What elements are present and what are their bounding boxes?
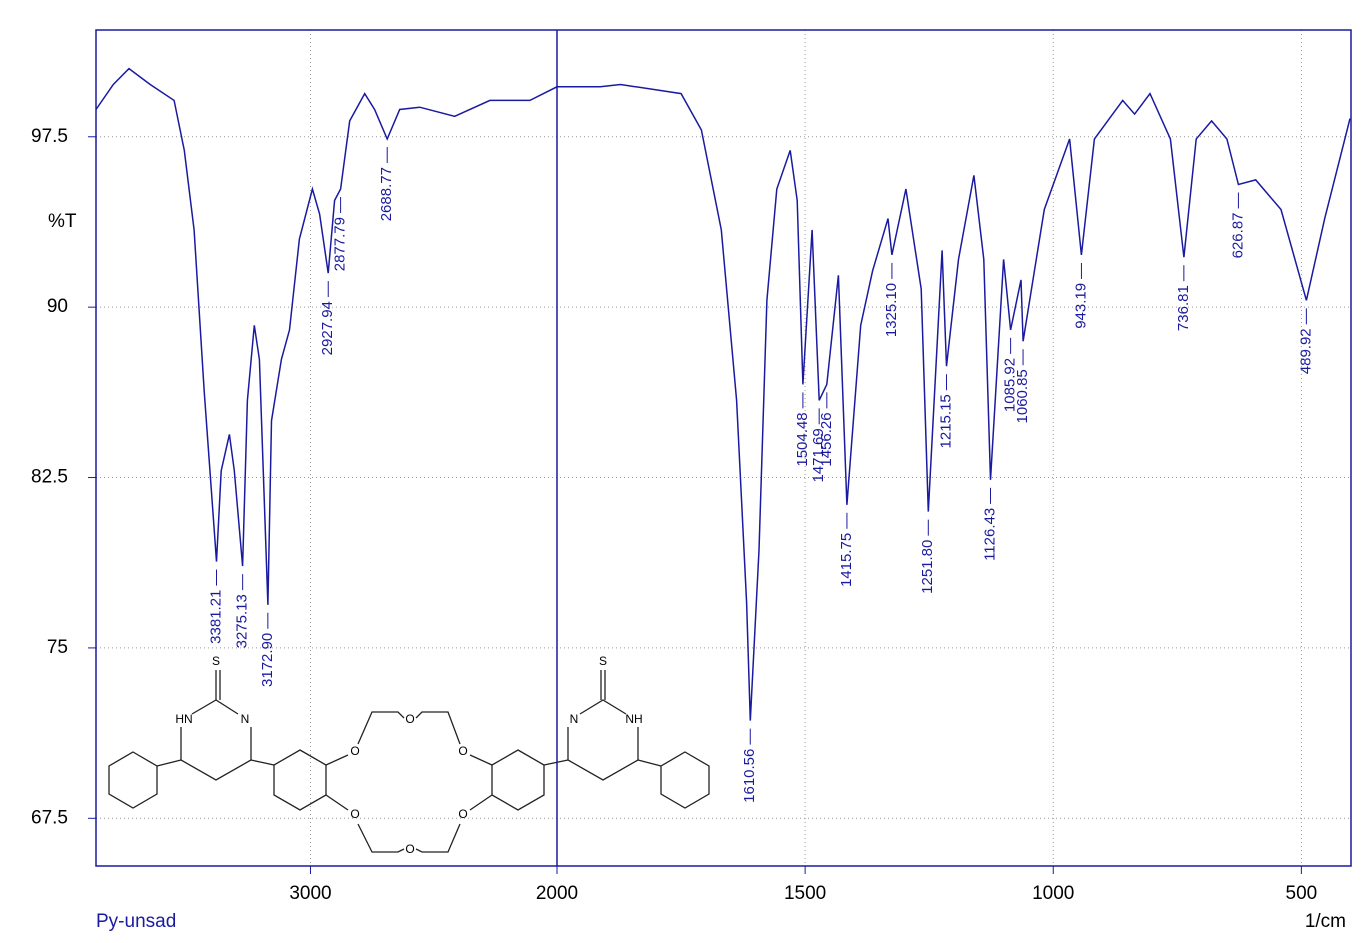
peak-label: 1085.92: [1002, 358, 1019, 412]
atom: S: [212, 654, 220, 668]
bond: [180, 727, 252, 781]
peak-label: 1215.15: [937, 394, 954, 448]
y-tick-label: 82.5: [31, 467, 68, 488]
atom: O: [350, 744, 359, 758]
phenyl-ring: [660, 751, 710, 809]
bond: [579, 699, 627, 715]
bond: [250, 759, 275, 766]
bond: [191, 699, 239, 715]
peak-label: 626.87: [1229, 212, 1246, 258]
atom: HN: [175, 712, 192, 726]
bond: [637, 759, 662, 767]
y-axis-label: %T: [48, 211, 77, 232]
bond: [156, 759, 182, 767]
atom: N: [241, 712, 250, 726]
peak-label: 1471.69: [810, 428, 827, 482]
y-tick-label: 67.5: [31, 807, 68, 828]
y-tick-label: 97.5: [31, 126, 68, 147]
bond: [469, 794, 493, 811]
peak-label: 1456.26: [818, 412, 835, 466]
x-axis-label: 1/cm: [1305, 911, 1346, 932]
benzo-ring: [491, 749, 545, 811]
bond: [357, 711, 405, 745]
bond: [415, 711, 461, 745]
x-tick-label: 500: [1286, 883, 1318, 904]
structure: S HN N O O O O O O S N NH: [108, 654, 710, 856]
bond: [543, 759, 569, 766]
peak-label: 1126.43: [981, 508, 998, 561]
atom: O: [405, 842, 414, 856]
peak-label: 3381.21: [207, 590, 224, 644]
peak-label: 3275.13: [234, 594, 251, 648]
spectrum-line: [95, 67, 1351, 721]
x-tick-label: 1500: [784, 883, 826, 904]
peak-label: 1610.56: [741, 749, 758, 803]
y-tick-label: 75: [47, 637, 68, 658]
bond: [357, 823, 405, 853]
atom: N: [570, 712, 579, 726]
peak-label: 489.92: [1297, 328, 1314, 374]
x-tick-label: 3000: [289, 883, 331, 904]
bond: [567, 727, 639, 781]
x-tick-label: 2000: [536, 883, 578, 904]
bond: [415, 823, 461, 853]
atom: O: [458, 807, 467, 821]
peak-label: 1251.80: [919, 540, 936, 594]
plot-frame: [95, 29, 1352, 867]
bond: [325, 754, 349, 766]
peak-label: 2877.79: [332, 217, 349, 271]
peak-label: 3172.90: [259, 633, 276, 687]
chart-title: Py-unsad: [96, 911, 176, 932]
atom: NH: [625, 712, 642, 726]
phenyl-ring: [108, 751, 158, 809]
peak-label: 2927.94: [319, 301, 336, 355]
peak-label: 736.81: [1175, 285, 1192, 331]
atom: S: [599, 654, 607, 668]
peak-label: 1504.48: [794, 412, 811, 466]
benzo-ring: [273, 749, 327, 811]
x-tick-label: 1000: [1032, 883, 1074, 904]
atom: O: [405, 712, 414, 726]
peak-label: 2688.77: [378, 167, 395, 221]
peak-label: 1325.10: [883, 283, 900, 337]
peak-label: 1060.85: [1014, 369, 1031, 423]
y-tick-label: 90: [47, 296, 68, 317]
bond: [325, 794, 349, 811]
peak-label: 1415.75: [838, 533, 855, 587]
peak-label: 943.19: [1072, 283, 1089, 329]
bond: [469, 754, 493, 766]
atom: O: [350, 807, 359, 821]
atom: O: [458, 744, 467, 758]
